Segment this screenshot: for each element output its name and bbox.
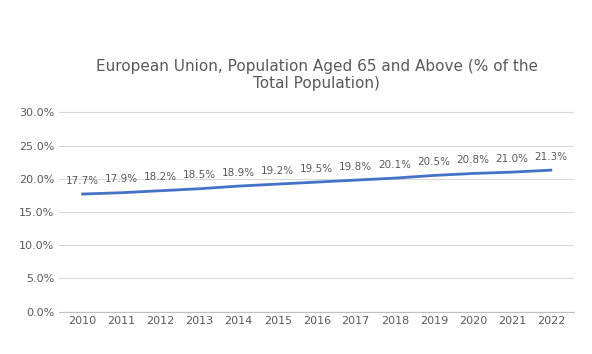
Text: 17.9%: 17.9%: [105, 175, 138, 184]
Title: European Union, Population Aged 65 and Above (% of the
Total Population): European Union, Population Aged 65 and A…: [96, 59, 538, 91]
Text: 19.5%: 19.5%: [300, 164, 333, 174]
Text: 21.3%: 21.3%: [534, 152, 567, 162]
Text: 20.1%: 20.1%: [378, 160, 411, 170]
Text: 17.7%: 17.7%: [66, 176, 99, 186]
Text: 19.2%: 19.2%: [261, 166, 294, 176]
Text: 18.2%: 18.2%: [144, 172, 177, 182]
Text: 20.5%: 20.5%: [417, 157, 451, 167]
Text: 18.9%: 18.9%: [222, 168, 255, 178]
Text: 18.5%: 18.5%: [183, 170, 216, 181]
Text: 20.8%: 20.8%: [456, 155, 490, 165]
Text: 19.8%: 19.8%: [339, 162, 372, 172]
Text: 21.0%: 21.0%: [496, 154, 528, 164]
